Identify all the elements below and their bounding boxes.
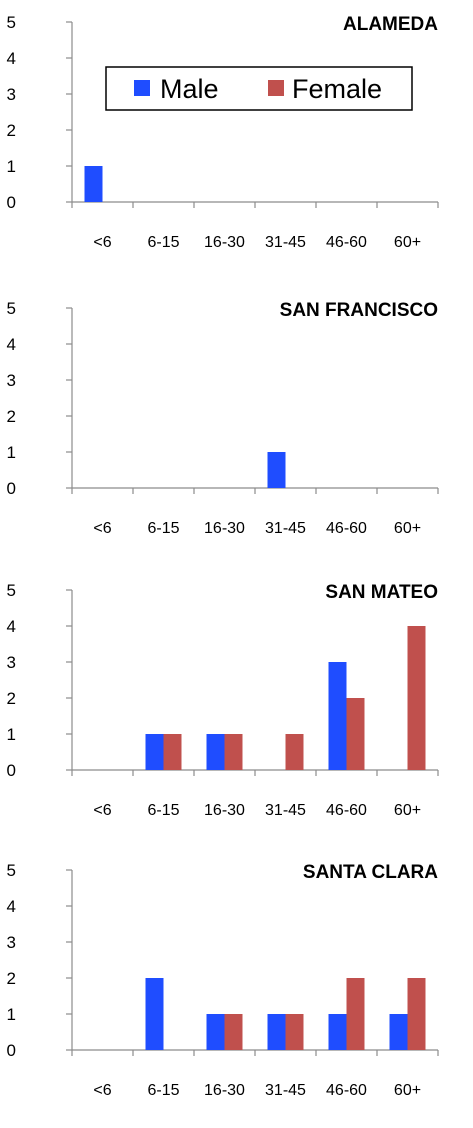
legend-swatch-male	[134, 80, 150, 96]
y-tick-label: 5	[7, 13, 16, 32]
bar-female-46-60	[346, 978, 365, 1050]
chart-svg-alameda: 0 1 2 3 4 5 <6 6-15 16-30 31-45 46-60 60+ ALAMEDA Mal…	[7, 13, 439, 251]
bar-male-16-30	[206, 734, 225, 770]
y-tick-label: 4	[7, 335, 16, 354]
x-tick-label: 16-30	[204, 234, 245, 251]
bar-female-31-45	[285, 734, 304, 770]
chart-title: SANTA CLARA	[303, 862, 438, 883]
chart-panel-san-mateo: 0 1 2 3 4 5 <6 6-15 16-30 31-45 46-60 60+ SAN MATEO	[0, 568, 473, 848]
bar-male-46-60	[328, 1014, 347, 1050]
y-tick-label: 3	[7, 933, 16, 952]
bar-female-60	[407, 978, 426, 1050]
bar-female-16-30	[224, 734, 243, 770]
chart-panel-san-francisco: 0 1 2 3 4 5 <6 6-15 16-30 31-45 46-60 60+ SAN FRANCI…	[0, 286, 473, 566]
legend-label-male: Male	[160, 74, 219, 104]
y-tick-label: 2	[7, 121, 16, 140]
bar-female-16-30	[224, 1014, 243, 1050]
bar-female-60	[407, 626, 426, 770]
bar-female-46-60	[346, 698, 365, 770]
y-tick-label: 0	[7, 193, 16, 212]
y-tick-label: 5	[7, 299, 16, 318]
y-tick-label: 0	[7, 479, 16, 498]
x-tick-label: 31-45	[265, 1082, 306, 1099]
bar-female-31-45	[285, 1014, 304, 1050]
bar-male-31-45	[267, 1014, 286, 1050]
x-tick-label: 16-30	[204, 802, 245, 819]
chart-panel-alameda: 0 1 2 3 4 5 <6 6-15 16-30 31-45 46-60 60+ ALAMEDA Mal…	[0, 0, 473, 280]
y-tick-label: 1	[7, 443, 16, 462]
x-tick-label: 60+	[394, 234, 421, 251]
x-tick-label: 6-15	[147, 520, 179, 537]
x-tick-label: <6	[93, 802, 111, 819]
y-tick-label: 3	[7, 85, 16, 104]
chart-svg-san-mateo: 0 1 2 3 4 5 <6 6-15 16-30 31-45 46-60 60+ SAN MATEO	[7, 581, 439, 819]
legend-box	[105, 66, 413, 111]
bar-male-under-6	[84, 166, 103, 202]
x-tick-label: 60+	[394, 520, 421, 537]
y-tick-label: 3	[7, 371, 16, 390]
x-tick-label: 31-45	[265, 520, 306, 537]
x-tick-label: <6	[93, 234, 111, 251]
y-tick-label: 1	[7, 1005, 16, 1024]
y-tick-label: 0	[7, 1041, 16, 1060]
bar-male-31-45	[267, 452, 286, 488]
chart-svg-santa-clara: 0 1 2 3 4 5 <6 6-15 16-30 31-45 46-60 60+ SANTA CLAR…	[7, 861, 439, 1099]
chart-svg-san-francisco: 0 1 2 3 4 5 <6 6-15 16-30 31-45 46-60 60+ SAN FRANCI…	[7, 299, 439, 537]
x-tick-label: 46-60	[326, 802, 367, 819]
y-tick-label: 2	[7, 407, 16, 426]
x-tick-label: 46-60	[326, 520, 367, 537]
chart-panel-santa-clara: 0 1 2 3 4 5 <6 6-15 16-30 31-45 46-60 60+ SANTA CLAR…	[0, 848, 473, 1128]
x-tick-label: 31-45	[265, 234, 306, 251]
legend-label-female: Female	[292, 74, 382, 104]
x-tick-label: 6-15	[147, 1082, 179, 1099]
x-tick-label: 16-30	[204, 1082, 245, 1099]
legend-swatch-female	[268, 80, 284, 96]
bar-female-6-15	[163, 734, 182, 770]
bar-male-60	[389, 1014, 408, 1050]
bar-male-6-15	[145, 734, 164, 770]
x-tick-label: <6	[93, 520, 111, 537]
x-tick-label: 60+	[394, 802, 421, 819]
bar-male-6-15	[145, 978, 164, 1050]
bar-male-46-60	[328, 662, 347, 770]
y-tick-label: 5	[7, 861, 16, 880]
chart-legend: Male Female	[105, 66, 413, 111]
bar-male-16-30	[206, 1014, 225, 1050]
y-tick-label: 4	[7, 49, 16, 68]
x-tick-label: 6-15	[147, 802, 179, 819]
x-tick-label: 60+	[394, 1082, 421, 1099]
x-tick-label: 16-30	[204, 520, 245, 537]
y-tick-label: 5	[7, 581, 16, 600]
chart-title: ALAMEDA	[343, 14, 438, 35]
y-tick-label: 4	[7, 897, 16, 916]
y-tick-label: 2	[7, 969, 16, 988]
x-tick-label: 6-15	[147, 234, 179, 251]
y-tick-label: 1	[7, 157, 16, 176]
x-tick-label: 46-60	[326, 1082, 367, 1099]
y-tick-label: 2	[7, 689, 16, 708]
y-tick-label: 3	[7, 653, 16, 672]
x-tick-label: 31-45	[265, 802, 306, 819]
y-tick-label: 0	[7, 761, 16, 780]
x-tick-label: 46-60	[326, 234, 367, 251]
chart-title: SAN FRANCISCO	[280, 300, 438, 321]
y-tick-label: 1	[7, 725, 16, 744]
chart-title: SAN MATEO	[325, 582, 438, 603]
x-tick-label: <6	[93, 1082, 111, 1099]
y-tick-label: 4	[7, 617, 16, 636]
